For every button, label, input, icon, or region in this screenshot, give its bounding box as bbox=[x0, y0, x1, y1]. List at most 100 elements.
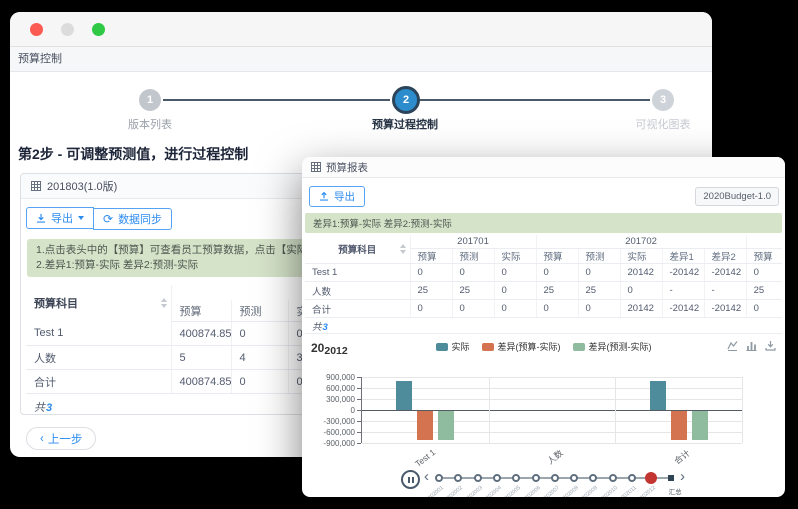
column-header[interactable]: 预算 bbox=[536, 248, 579, 264]
axis-tick bbox=[357, 421, 361, 422]
total-value[interactable]: 3 bbox=[322, 321, 328, 333]
column-header[interactable]: 预算 bbox=[410, 248, 453, 264]
column-header[interactable]: 预测 bbox=[231, 300, 289, 322]
timeline-node-202010[interactable] bbox=[608, 474, 617, 482]
table-total-row: 共3 bbox=[26, 393, 349, 414]
timeline-node-202003[interactable] bbox=[473, 474, 482, 482]
cell-value: -20142 bbox=[662, 299, 705, 318]
bar-Test 1-实际[interactable] bbox=[396, 380, 413, 410]
sync-button-label: 数据同步 bbox=[118, 214, 163, 226]
step-3-circle[interactable]: 3 bbox=[652, 89, 674, 111]
minimize-traffic-light[interactable] bbox=[61, 22, 74, 36]
step-3-label: 可视化图表 bbox=[635, 119, 691, 131]
sort-caret-icon[interactable] bbox=[160, 298, 167, 309]
bar-Test 1-差异(预测-实际)[interactable] bbox=[438, 411, 455, 441]
timeline-strip: 202001 202002 202003 202004 202005 202006 2020… bbox=[427, 465, 682, 497]
bar-合计-差异(预算-实际)[interactable] bbox=[670, 411, 687, 441]
column-header[interactable]: 预测 bbox=[578, 248, 621, 264]
total-prefix: 共 bbox=[34, 402, 45, 414]
table-row[interactable]: Test 1 0 0 0 0 0 20142 -20142 -20142 0 bbox=[305, 263, 782, 282]
timeline-node-202001[interactable] bbox=[435, 474, 443, 482]
close-traffic-light[interactable] bbox=[30, 22, 43, 36]
timeline-node-202005[interactable] bbox=[512, 474, 521, 482]
cell-value: 0 bbox=[410, 299, 453, 318]
report-export-button[interactable]: 导出 bbox=[309, 185, 365, 207]
column-header[interactable]: 差异2 bbox=[704, 248, 747, 264]
pause-icon[interactable] bbox=[401, 470, 420, 489]
sort-down-icon bbox=[160, 304, 167, 309]
table-row[interactable]: Test 1 400874.85 0 0 bbox=[26, 321, 349, 346]
cell-value: 20142 bbox=[620, 263, 663, 282]
y-axis-label: 0 bbox=[350, 405, 355, 415]
prev-step-button[interactable]: ‹ 上一步 bbox=[26, 427, 97, 450]
bar-chart-icon[interactable] bbox=[746, 340, 757, 351]
legend-item-差异(预算-实际)[interactable]: 差异(预算-实际) bbox=[481, 340, 561, 353]
timeline-node-汇总[interactable] bbox=[667, 475, 674, 481]
cell-value: 0 bbox=[410, 263, 453, 282]
column-header[interactable]: 预算 bbox=[746, 248, 782, 264]
gridline bbox=[362, 410, 742, 411]
sync-button[interactable]: ⟳ 数据同步 bbox=[93, 208, 173, 230]
column-header[interactable]: 实际 bbox=[494, 248, 537, 264]
upload-icon bbox=[319, 191, 329, 201]
column-header-name[interactable]: 预算科目 bbox=[26, 285, 172, 322]
sort-caret-icon[interactable] bbox=[399, 244, 406, 254]
cell-value: 5 bbox=[171, 345, 232, 370]
chart-toolbox bbox=[727, 340, 776, 351]
total-value[interactable]: 3 bbox=[46, 402, 53, 414]
column-header[interactable]: 预算 bbox=[171, 300, 232, 322]
gridline-vertical bbox=[742, 377, 743, 443]
table-foot: 共3 bbox=[305, 317, 782, 334]
step-connector bbox=[418, 99, 650, 101]
timeline-next-arrow[interactable]: › bbox=[680, 468, 685, 485]
axis-tick bbox=[357, 399, 361, 400]
column-header[interactable]: 预测 bbox=[452, 248, 495, 264]
cell-value: - bbox=[662, 281, 705, 300]
step-2-circle[interactable]: 2 bbox=[392, 86, 420, 114]
export-button-label: 导出 bbox=[51, 213, 73, 225]
legend-label: 差异(预测-实际) bbox=[588, 342, 652, 352]
bar-Test 1-差异(预算-实际)[interactable] bbox=[417, 411, 434, 441]
column-header[interactable]: 差异1 bbox=[662, 248, 705, 264]
timeline-node-202007[interactable] bbox=[550, 474, 559, 482]
timeline-node-202011[interactable] bbox=[628, 474, 636, 482]
cell-value: 0 bbox=[536, 299, 579, 318]
table-row[interactable]: 人数 5 4 3 bbox=[26, 345, 349, 370]
column-group-label: 201701 bbox=[410, 235, 537, 249]
version-select[interactable]: 2020Budget-1.0 bbox=[695, 186, 779, 206]
zoom-traffic-light[interactable] bbox=[92, 22, 105, 36]
timeline-node-202004[interactable] bbox=[492, 474, 501, 482]
column-header[interactable]: 实际 bbox=[620, 248, 663, 264]
timeline: ‹ 202001 202002 202003 202004 202005 202006 20… bbox=[302, 465, 785, 497]
cell-value: -20142 bbox=[704, 299, 747, 318]
chart-legend: 实际 差异(预算-实际) 差异(预测-实际) bbox=[435, 340, 652, 353]
save-image-icon[interactable] bbox=[765, 340, 776, 351]
table-row[interactable]: 合计 400874.85 0 0 bbox=[26, 369, 349, 394]
cell-value: 0 bbox=[578, 299, 621, 318]
caret-down-icon bbox=[78, 216, 84, 220]
table-row[interactable]: 人数 25 25 0 25 25 0- -25 bbox=[305, 281, 782, 300]
cell-value: 25 bbox=[410, 281, 453, 300]
export-button[interactable]: 导出 bbox=[26, 207, 94, 229]
line-chart-icon[interactable] bbox=[727, 340, 738, 351]
chevron-left-icon: ‹ bbox=[40, 432, 44, 445]
modal-toolbar: 导出 2020Budget-1.0 bbox=[302, 178, 785, 210]
timeline-node-202002[interactable] bbox=[454, 474, 463, 482]
table-columns-row: 预算 预测 实际 预算 预测 实际 差异1 差异2 预算 bbox=[305, 248, 782, 264]
table-row[interactable]: 合计 0 0 0 0 0 20142 -20142 -20142 0 bbox=[305, 299, 782, 318]
row-name: 人数 bbox=[26, 345, 172, 370]
step-1-circle[interactable]: 1 bbox=[139, 89, 161, 111]
timeline-node-202009[interactable] bbox=[589, 474, 598, 482]
gridline bbox=[362, 421, 742, 422]
timeline-prev-arrow[interactable]: ‹ bbox=[424, 468, 429, 485]
timeline-node-202012[interactable] bbox=[645, 472, 658, 484]
timeline-node-202006[interactable] bbox=[531, 474, 540, 482]
gridline bbox=[362, 399, 742, 400]
legend-item-实际[interactable]: 实际 bbox=[435, 340, 470, 353]
axis-tick bbox=[357, 410, 361, 411]
timeline-node-202008[interactable] bbox=[570, 474, 579, 482]
column-header-name[interactable]: 预算科目 bbox=[305, 235, 411, 264]
bar-合计-实际[interactable] bbox=[649, 380, 666, 410]
bar-合计-差异(预测-实际)[interactable] bbox=[691, 411, 708, 441]
legend-item-差异(预测-实际)[interactable]: 差异(预测-实际) bbox=[572, 340, 652, 353]
